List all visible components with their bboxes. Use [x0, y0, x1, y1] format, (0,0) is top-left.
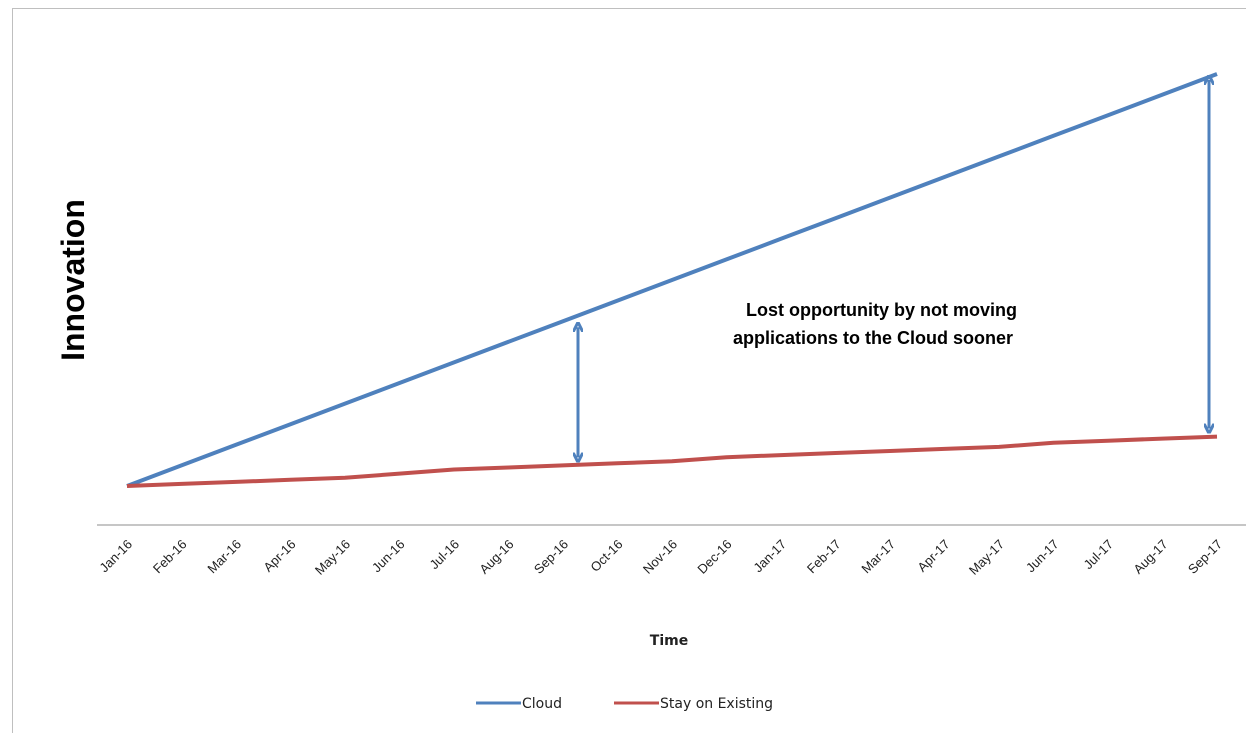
x-tick-label: Sep-16: [531, 537, 571, 577]
x-tick-label: May-16: [312, 537, 353, 578]
x-tick-label: Apr-17: [914, 537, 952, 575]
annotation-line-1: Lost opportunity by not moving: [746, 300, 1017, 320]
x-tick-label: Sep-17: [1185, 537, 1225, 577]
difference-arrows: [578, 80, 1209, 457]
y-axis-title: Innovation: [55, 199, 91, 361]
chart-frame: [12, 8, 1246, 733]
x-tick-label: Jun-17: [1023, 537, 1062, 576]
legend: Cloud Stay on Existing: [476, 696, 773, 712]
series-line-stay-on-existing: [126, 434, 1218, 488]
series-lines: [126, 72, 1218, 488]
x-tick-label: Jul-16: [426, 537, 462, 573]
x-tick-label: Feb-16: [150, 537, 190, 577]
series-line-cloud: [126, 72, 1218, 488]
x-tick-label: Aug-16: [476, 537, 516, 577]
legend-label-stay-on-existing: Stay on Existing: [660, 696, 773, 712]
x-tick-label: Oct-16: [587, 537, 625, 575]
x-tick-label: May-17: [966, 537, 1007, 578]
x-tick-label: Jan-16: [96, 537, 135, 576]
annotation-line-2: applications to the Cloud sooner: [733, 328, 1013, 348]
x-tick-label: Nov-16: [640, 537, 680, 577]
x-tick-labels: Jan-16 Feb-16 Mar-16 Apr-16 May-16 Jun-16 Jul-…: [96, 537, 1225, 578]
legend-label-cloud: Cloud: [522, 696, 562, 712]
x-axis-title: Time: [650, 633, 688, 649]
x-tick-label: Jun-16: [369, 537, 408, 576]
x-tick-label: Mar-16: [204, 537, 244, 577]
x-tick-label: Aug-17: [1130, 537, 1170, 577]
x-tick-label: Jul-17: [1080, 537, 1116, 573]
x-tick-label: Feb-17: [804, 537, 844, 577]
x-tick-label: Jan-17: [750, 537, 789, 576]
x-tick-label: Apr-16: [260, 537, 298, 575]
x-tick-label: Mar-17: [858, 537, 898, 577]
x-tick-label: Dec-16: [694, 537, 734, 577]
